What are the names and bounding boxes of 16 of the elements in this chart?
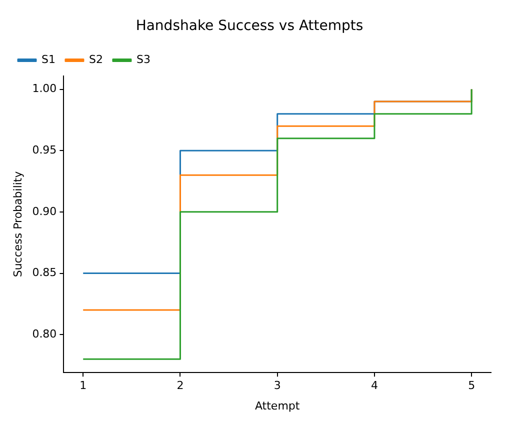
x-tick-label: 3 xyxy=(274,379,281,392)
x-tick-label: 4 xyxy=(370,379,378,392)
legend-label: S1 xyxy=(42,53,56,66)
y-tick-label: 0.90 xyxy=(32,204,57,218)
x-tick-label: 5 xyxy=(468,379,476,392)
y-tick-label: 1.00 xyxy=(32,82,57,96)
y-tick-label: 0.95 xyxy=(32,143,57,156)
y-tick-label: 0.85 xyxy=(32,266,57,280)
legend-label: S3 xyxy=(136,53,150,66)
x-axis-title: Attempt xyxy=(254,399,300,412)
chart-title: Handshake Success vs Attempts xyxy=(136,18,364,34)
x-tick-label: 2 xyxy=(176,379,184,392)
legend-label: S2 xyxy=(88,53,103,66)
y-axis-title: Success Probability xyxy=(11,170,24,278)
y-tick-label: 0.80 xyxy=(32,327,57,340)
x-tick-label: 1 xyxy=(80,379,87,392)
